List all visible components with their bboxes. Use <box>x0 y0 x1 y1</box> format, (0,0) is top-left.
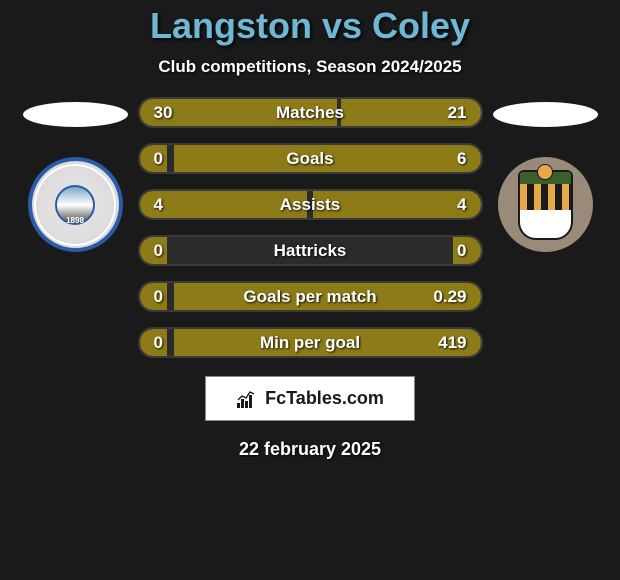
shield-stripes <box>520 184 571 210</box>
branding-text: FcTables.com <box>265 388 384 409</box>
stats-column: 30 Matches 21 0 Goals 6 4 Assists 4 0 Hattricks 0 0 G… <box>138 97 483 358</box>
branding-box[interactable]: FcTables.com <box>205 376 415 421</box>
date-text: 22 february 2025 <box>239 439 381 460</box>
stat-value-left: 0 <box>154 333 163 353</box>
stat-label: Goals per match <box>243 287 376 307</box>
stat-bar: 0 Min per goal 419 <box>138 327 483 358</box>
club-crest-left: 1898 <box>28 157 123 252</box>
stat-label: Assists <box>280 195 340 215</box>
stat-label: Matches <box>276 103 344 123</box>
player-photo-placeholder-right <box>493 102 598 127</box>
stat-value-right: 0 <box>457 241 466 261</box>
stat-label: Hattricks <box>274 241 347 261</box>
club-crest-right <box>498 157 593 252</box>
fctables-logo-icon <box>236 389 260 409</box>
stat-value-left: 0 <box>154 241 163 261</box>
stat-value-right: 6 <box>457 149 466 169</box>
comparison-row: 1898 30 Matches 21 0 Goals 6 4 Assists 4 0 Hattric… <box>0 97 620 358</box>
crest-left-year: 1898 <box>66 216 84 225</box>
crest-right-shield-icon <box>518 170 573 240</box>
stat-value-right: 419 <box>438 333 466 353</box>
player-photo-placeholder-left <box>23 102 128 127</box>
left-player-col: 1898 <box>23 97 128 252</box>
page-title: Langston vs Coley <box>150 5 470 47</box>
stat-bar: 0 Goals 6 <box>138 143 483 174</box>
stat-bar: 0 Hattricks 0 <box>138 235 483 266</box>
stat-value-left: 0 <box>154 149 163 169</box>
stat-value-left: 4 <box>154 195 163 215</box>
stat-bar: 30 Matches 21 <box>138 97 483 128</box>
page-subtitle: Club competitions, Season 2024/2025 <box>158 57 461 77</box>
right-player-col <box>493 97 598 252</box>
stat-value-left: 0 <box>154 287 163 307</box>
shield-ball-icon <box>537 164 553 180</box>
stat-value-left: 30 <box>154 103 173 123</box>
stat-value-right: 0.29 <box>433 287 466 307</box>
stat-value-right: 21 <box>448 103 467 123</box>
stat-label: Goals <box>286 149 333 169</box>
stat-bar: 4 Assists 4 <box>138 189 483 220</box>
stat-label: Min per goal <box>260 333 360 353</box>
stat-bar: 0 Goals per match 0.29 <box>138 281 483 312</box>
stat-value-right: 4 <box>457 195 466 215</box>
